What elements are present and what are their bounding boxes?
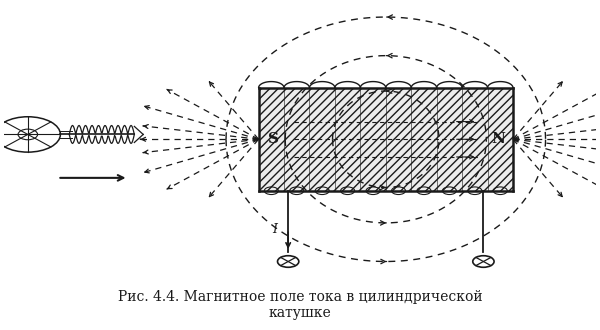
Text: I: I [272, 223, 278, 236]
Bar [259, 88, 513, 191]
Text: N: N [491, 132, 505, 146]
Text: S: S [268, 132, 279, 146]
Text: Рис. 4.4. Магнитное поле тока в цилиндрической
катушке: Рис. 4.4. Магнитное поле тока в цилиндри… [118, 290, 482, 320]
Bar [259, 88, 513, 191]
